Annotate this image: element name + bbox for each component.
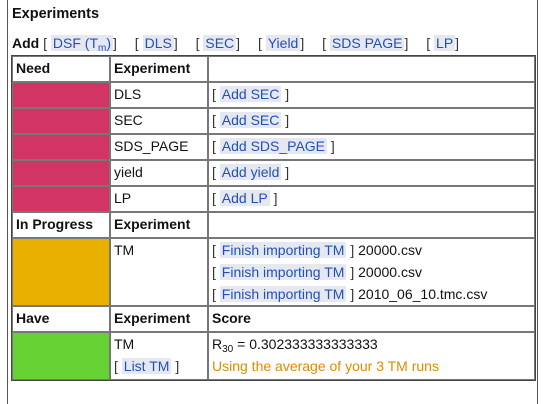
add-sds-page-action-link[interactable]: Add SDS_PAGE [219,138,328,154]
add-lp-action-link[interactable]: Add LP [219,190,270,206]
in-progress-header: In Progress [12,212,110,238]
in-progress-empty-header [208,212,535,238]
have-header: Have [12,306,110,332]
have-experiment-cell: TM [ List TM ] [110,332,208,380]
need-action-cell: [ Add SDS_PAGE ] [208,134,535,160]
finish-importing-tm-link[interactable]: Finish importing TM [219,264,347,280]
add-sec-action-link[interactable]: Add SEC [219,112,282,128]
need-row: SEC [ Add SEC ] [12,108,535,134]
finish-importing-tm-link[interactable]: Finish importing TM [219,286,347,302]
need-action-cell: [ Add LP ] [208,186,535,212]
add-dsf-suffix: ) [106,35,112,51]
need-header: Need [12,56,110,82]
need-experiment: SEC [110,108,208,134]
need-row: DLS [ Add SEC ] [12,82,535,108]
add-dls-link[interactable]: DLS [142,35,174,51]
need-row: yield [ Add yield ] [12,160,535,186]
import-file-name: 2010_06_10.tmc.csv [358,286,488,302]
add-sds-page-link[interactable]: SDS PAGE [329,35,405,51]
in-progress-experiment: TM [110,238,208,306]
have-experiment-header: Experiment [110,306,208,332]
import-file-name: 20000.csv [358,242,422,258]
need-experiment: DLS [110,82,208,108]
in-progress-actions-cell: [ Finish importing TM ] 20000.csv [ Fini… [208,238,535,306]
need-experiment: LP [110,186,208,212]
score-note: Using the average of your 3 TM runs [212,358,439,374]
have-header-row: Have Experiment Score [12,306,535,332]
have-experiment: TM [114,336,135,352]
need-status-swatch [12,160,110,186]
need-status-swatch [12,82,110,108]
add-sec-link[interactable]: SEC [203,35,237,51]
score-value: = 0.302333333333333 [237,336,378,352]
need-status-swatch [12,134,110,160]
add-dsf-label: DSF (T [52,35,98,51]
in-progress-header-row: In Progress Experiment [12,212,535,238]
have-score-header: Score [208,306,535,332]
score-value-line: R30 = 0.302333333333333 [212,333,531,355]
need-experiment-header: Experiment [110,56,208,82]
import-file-name: 20000.csv [358,264,422,280]
need-action-cell: [ Add SEC ] [208,82,535,108]
need-experiment: SDS_PAGE [110,134,208,160]
finish-importing-tm-link[interactable]: Finish importing TM [219,242,347,258]
in-progress-status-swatch [12,238,110,306]
need-action-cell: [ Add SEC ] [208,108,535,134]
add-sec-action-link[interactable]: Add SEC [219,86,282,102]
page-frame [7,0,538,404]
need-status-swatch [12,108,110,134]
add-dsf-link[interactable]: DSF (Tm) [50,35,114,54]
have-status-swatch [12,332,110,380]
add-yield-action-link[interactable]: Add yield [219,164,282,180]
add-lp-link[interactable]: LP [434,35,456,51]
add-dsf-sub: m [98,43,107,54]
have-score-cell: R30 = 0.302333333333333 Using the averag… [208,332,535,380]
in-progress-row: TM [ Finish importing TM ] 20000.csv [ F… [12,238,535,306]
have-row: TM [ List TM ] R30 = 0.302333333333333 U… [12,332,535,380]
need-action-cell: [ Add yield ] [208,160,535,186]
page-title: Experiments [12,6,100,22]
need-row: LP [ Add LP ] [12,186,535,212]
experiments-table: Need Experiment DLS [ Add SEC ] SEC [ Ad… [11,55,536,381]
score-subscript: 30 [222,344,234,355]
need-empty-header [208,56,535,82]
add-yield-link[interactable]: Yield [265,35,301,51]
list-tm-link[interactable]: List TM [121,358,172,374]
need-status-swatch [12,186,110,212]
need-experiment: yield [110,160,208,186]
need-header-row: Need Experiment [12,56,535,82]
need-row: SDS_PAGE [ Add SDS_PAGE ] [12,134,535,160]
score-symbol: R [212,336,223,352]
in-progress-experiment-header: Experiment [110,212,208,238]
add-bar: Add [ DSF (Tm)] [ DLS] [ SEC] [ Yield] [… [12,35,460,54]
add-label: Add [12,35,40,51]
